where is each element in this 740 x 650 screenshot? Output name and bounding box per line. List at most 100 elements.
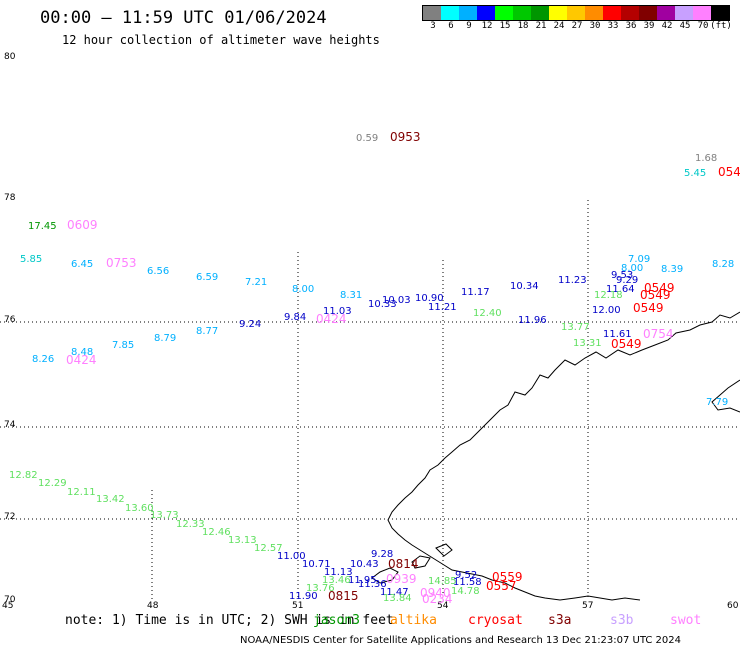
longitude-label: 57	[582, 601, 594, 611]
color-swatch	[693, 6, 711, 20]
pass-time-label: 0424	[316, 312, 347, 326]
wave-height-label: 7.21	[245, 277, 268, 288]
wave-height-label: 14.78	[451, 586, 480, 597]
wave-height-label: 12.00	[592, 305, 621, 316]
wave-height-label: 11.64	[606, 284, 635, 295]
latitude-label: 74	[4, 420, 16, 430]
wave-height-label: 12.18	[594, 290, 623, 301]
pass-time-label: 0549	[640, 288, 671, 302]
latitude-label: 78	[4, 193, 16, 203]
color-swatch	[459, 6, 477, 20]
color-scale-label: 39	[643, 21, 655, 31]
pass-time-label: 054	[718, 165, 740, 179]
color-swatch	[657, 6, 675, 20]
wave-height-label: 5.85	[20, 254, 43, 265]
wave-height-label: 12.40	[473, 308, 502, 319]
wave-height-label: 13.76	[306, 583, 335, 594]
wave-height-label: 11.23	[558, 275, 587, 286]
color-scale-label: 9	[466, 21, 472, 31]
longitude-label: 54	[437, 601, 449, 611]
color-scale-label: 45	[679, 21, 691, 31]
wave-height-label: 8.00	[621, 263, 644, 274]
color-scale-label: 27	[571, 21, 583, 31]
wave-height-label: 8.79	[154, 333, 177, 344]
wave-height-label: 11.36	[358, 579, 387, 590]
legend-item-altika: altika	[390, 613, 437, 628]
longitude-label: 45	[2, 601, 14, 611]
color-swatch	[585, 6, 603, 20]
wave-height-label: 7.09	[628, 254, 651, 265]
wave-height-label: 13.31	[573, 338, 602, 349]
color-scale-label: 33	[607, 21, 619, 31]
wave-height-label: 7.85	[112, 340, 135, 351]
pass-time-label: 0549	[611, 337, 642, 351]
wave-height-label: 13.46	[322, 575, 351, 586]
wave-height-label: 10.34	[510, 281, 539, 292]
wave-height-label: 11.03	[323, 306, 352, 317]
wave-height-label: 11.90	[289, 591, 318, 602]
color-swatch	[675, 6, 693, 20]
wave-height-label: 12.57	[254, 543, 283, 554]
pass-time-label: 0940	[420, 586, 451, 600]
legend-item-swot: swot	[670, 613, 702, 628]
color-swatch	[495, 6, 513, 20]
color-scale-label: 21	[535, 21, 547, 31]
wave-height-label: 10.03	[382, 295, 411, 306]
footer-credit: NOAA/NESDIS Center for Satellite Applica…	[240, 635, 682, 646]
wave-height-label: 12.46	[202, 527, 231, 538]
pass-time-label: 0953	[390, 130, 421, 144]
wave-height-label: 11.61	[603, 329, 632, 340]
pass-time-label: 0549	[644, 281, 675, 295]
wave-height-label: 6.56	[147, 266, 170, 277]
color-scale-label: 18	[517, 21, 529, 31]
wave-height-label: 11.13	[324, 567, 353, 578]
color-scale-label: 42	[661, 21, 673, 31]
color-swatch	[639, 6, 657, 20]
wave-height-label: 8.48	[71, 347, 94, 358]
wave-height-label: 10.33	[368, 299, 397, 310]
pass-time-label: 0557	[486, 579, 517, 593]
legend-item-s3b: s3b	[610, 613, 634, 628]
color-swatch	[423, 6, 441, 20]
color-scale-label: (ft)	[710, 21, 732, 31]
wave-height-label: 7.79	[706, 397, 729, 408]
pass-time-label: 0609	[67, 218, 98, 232]
color-swatch	[531, 6, 549, 20]
pass-time-label: 0814	[388, 557, 419, 571]
legend-item-s3a: s3a	[548, 613, 572, 628]
latitude-label: 80	[4, 52, 16, 62]
wave-height-label: 8.39	[661, 264, 684, 275]
wave-height-label: 9.52	[455, 570, 478, 581]
wave-height-label: 11.21	[428, 302, 457, 313]
wave-height-label: 0.59	[356, 133, 379, 144]
wave-height-label: 13.73	[150, 510, 179, 521]
page-subtitle: 12 hour collection of altimeter wave hei…	[62, 33, 380, 47]
wave-height-label: 9.84	[284, 312, 307, 323]
color-swatch	[477, 6, 495, 20]
footer-note: note: 1) Time is in UTC; 2) SWH is in fe…	[65, 613, 394, 628]
pass-time-label: 0753	[106, 256, 137, 270]
wave-height-label: 11.47	[380, 587, 409, 598]
wave-height-label: 12.29	[38, 478, 67, 489]
wave-height-label: 10.90	[415, 293, 444, 304]
graticule	[0, 200, 740, 600]
wave-height-label: 11.00	[277, 551, 306, 562]
wave-height-label: 12.82	[9, 470, 38, 481]
color-scale-label: 70	[697, 21, 709, 31]
wave-height-label: 13.13	[228, 535, 257, 546]
wave-height-label: 8.77	[196, 326, 219, 337]
color-swatch	[441, 6, 459, 20]
color-swatch	[603, 6, 621, 20]
wave-height-label: 13.84	[383, 593, 412, 604]
longitude-label: 51	[292, 601, 304, 611]
latitude-label: 72	[4, 512, 16, 522]
pass-time-label: 0815	[328, 589, 359, 603]
color-scale-label: 3	[430, 21, 436, 31]
wave-height-label: 6.45	[71, 259, 94, 270]
wave-height-label: 9.24	[239, 319, 262, 330]
color-scale-label: 15	[499, 21, 511, 31]
color-scale-label: 36	[625, 21, 637, 31]
pass-time-label: 0549	[633, 301, 664, 315]
wave-height-label: 11.17	[461, 287, 490, 298]
